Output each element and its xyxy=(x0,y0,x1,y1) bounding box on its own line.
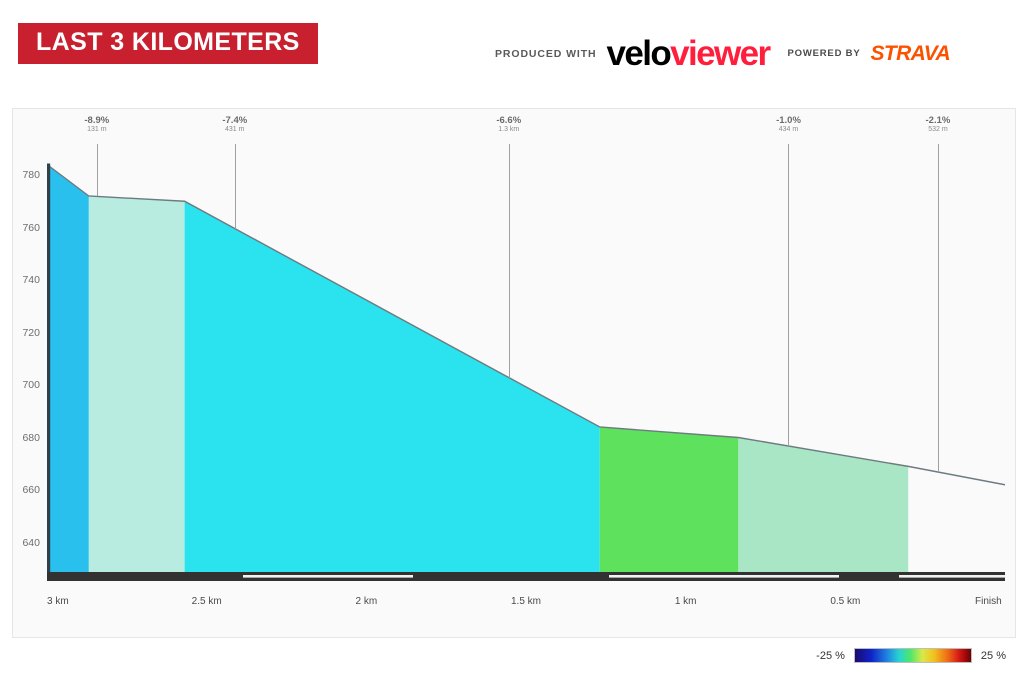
strava-logo: STRAVA xyxy=(870,41,951,65)
veloviewer-logo-velo: velo xyxy=(606,34,672,73)
y-axis-tick-label: 740 xyxy=(22,274,40,286)
road-bar xyxy=(47,572,1005,581)
x-axis-tick-label: 3 km xyxy=(47,596,69,607)
callout-distance-value: 532 m xyxy=(928,126,948,134)
profile-segment xyxy=(738,437,909,574)
callout-gradient-value: -1.0% xyxy=(776,115,801,126)
x-axis-tick-label: 1 km xyxy=(674,596,697,607)
elevation-area-chart xyxy=(47,163,1005,581)
profile-segment xyxy=(47,164,89,574)
callout-distance-value: 431 m xyxy=(225,126,245,134)
callout-distance-value: 434 m xyxy=(778,126,799,134)
y-axis-tick-label: 640 xyxy=(22,536,40,549)
gradient-callout: -2.1% 532 m xyxy=(925,115,951,135)
callout-leader-line xyxy=(96,144,98,197)
callout-leader-line xyxy=(788,144,790,447)
y-axis-tick-label: 780 xyxy=(22,169,40,181)
veloviewer-logo-viewer: viewer xyxy=(670,34,771,73)
profile-segment xyxy=(184,201,600,574)
road-dash xyxy=(609,575,839,578)
legend-min-label: -25 % xyxy=(816,649,845,662)
chart-panel: 780 760 740 720 700 680 660 640 3 km 2.5 km 2 km 1… xyxy=(12,108,1016,638)
profile-segment xyxy=(599,427,739,574)
callout-gradient-value: -2.1% xyxy=(925,115,951,126)
road-dash xyxy=(899,575,1005,578)
page-title: LAST 3 KILOMETERS xyxy=(18,23,318,64)
callout-gradient-value: -8.9% xyxy=(84,115,110,126)
x-axis-tick-label: 2 km xyxy=(355,596,378,607)
veloviewer-logo: veloviewer xyxy=(606,34,772,73)
profile-segments xyxy=(47,164,909,574)
legend-color-ramp xyxy=(853,648,972,663)
gradient-callout: -6.6% 1.3 km xyxy=(496,115,522,135)
branding-bar: PRODUCED WITH veloviewer POWERED BY STRA… xyxy=(495,34,951,73)
road-centerline-dashes xyxy=(243,575,1005,578)
powered-by-label: POWERED BY xyxy=(787,48,861,59)
road-dash xyxy=(243,575,413,578)
gradient-legend: -25 % 25 % xyxy=(816,648,1006,663)
x-axis-tick-label: 0.5 km xyxy=(830,596,861,607)
callout-distance-value: 131 m xyxy=(87,126,107,134)
x-axis-tick-label: Finish xyxy=(975,596,1002,607)
gradient-callout: -8.9% 131 m xyxy=(84,115,110,135)
callout-distance-value: 1.3 km xyxy=(498,126,520,134)
produced-with-label: PRODUCED WITH xyxy=(495,47,597,60)
callout-leader-line xyxy=(937,144,939,472)
y-axis-tick-label: 720 xyxy=(22,326,40,339)
callout-gradient-value: -6.6% xyxy=(496,115,522,126)
x-axis-tick-label: 1.5 km xyxy=(510,596,542,607)
y-axis-tick-label: 660 xyxy=(22,484,40,496)
x-axis-tick-label: 2.5 km xyxy=(191,596,222,607)
page-header: LAST 3 KILOMETERS PRODUCED WITH veloview… xyxy=(0,0,1028,100)
gradient-callout: -1.0% 434 m xyxy=(776,115,801,135)
y-axis-tick-label: 700 xyxy=(22,379,40,391)
y-axis-tick-label: 680 xyxy=(22,431,40,444)
y-axis-tick-label: 760 xyxy=(22,221,40,234)
callout-leader-line xyxy=(508,144,510,378)
callout-leader-line xyxy=(234,144,236,229)
gradient-callout: -7.4% 431 m xyxy=(222,115,248,135)
profile-segment xyxy=(88,196,185,574)
legend-max-label: 25 % xyxy=(980,649,1006,662)
profile-outline xyxy=(47,163,1005,486)
callout-gradient-value: -7.4% xyxy=(222,115,248,126)
plot-area: 780 760 740 720 700 680 660 640 3 km 2.5 km 2 km 1… xyxy=(22,115,1005,607)
